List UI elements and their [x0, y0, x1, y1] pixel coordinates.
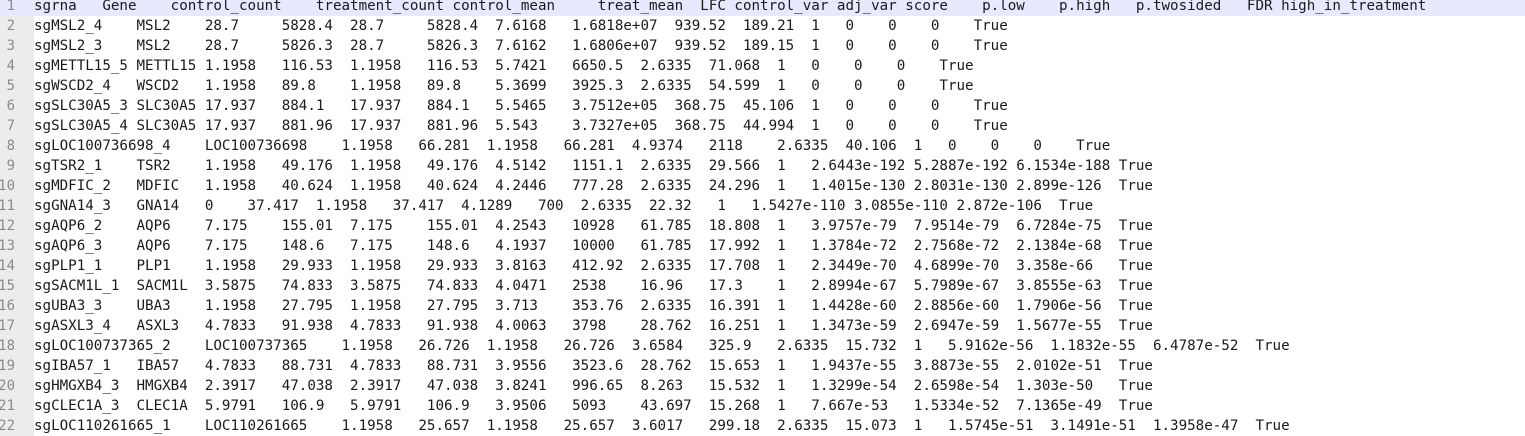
line-text[interactable]: sgMSL2_4 MSL2 28.7 5828.4 28.7 5828.4 7.… [34, 18, 1008, 34]
line-text[interactable]: sgGNA14_3 GNA14 0 37.417 1.1958 37.417 4… [34, 198, 1094, 214]
data-line[interactable]: 9 sgTSR2_1 TSR2 1.1958 49.176 1.1958 49.1… [0, 156, 1525, 176]
line-number: 12 [0, 218, 15, 234]
line-number: 22 [0, 418, 15, 434]
data-line[interactable]: 5 sgWSCD2_4 WSCD2 1.1958 89.8 1.1958 89.8… [0, 76, 1525, 96]
data-line[interactable]: 6 sgSLC30A5_3 SLC30A5 17.937 884.1 17.937… [0, 96, 1525, 116]
data-line[interactable]: 2 sgMSL2_4 MSL2 28.7 5828.4 28.7 5828.4 7… [0, 16, 1525, 36]
line-text[interactable]: sgrna Gene control_count treatment_count… [34, 0, 1427, 14]
line-number: 19 [0, 358, 15, 374]
data-line[interactable]: 12 sgAQP6_2 AQP6 7.175 155.01 7.175 155.0… [0, 216, 1525, 236]
line-number: 13 [0, 238, 15, 254]
line-number: 20 [0, 378, 15, 394]
data-line[interactable]: 11 sgGNA14_3 GNA14 0 37.417 1.1958 37.417… [0, 196, 1525, 216]
line-text[interactable]: sgMETTL15_5 METTL15 1.1958 116.53 1.1958… [34, 58, 974, 74]
line-number: 6 [6, 98, 15, 114]
line-text[interactable]: sgTSR2_1 TSR2 1.1958 49.176 1.1958 49.17… [34, 158, 1153, 174]
line-number: 3 [6, 38, 15, 54]
line-text[interactable]: sgASXL3_4 ASXL3 4.7833 91.938 4.7833 91.… [34, 318, 1153, 334]
line-number-gutter [0, 0, 34, 436]
line-text[interactable]: sgLOC110261665_1 LOC110261665 1.1958 25.… [34, 418, 1290, 434]
data-line[interactable]: 7 sgSLC30A5_4 SLC30A5 17.937 881.96 17.93… [0, 116, 1525, 136]
line-number: 10 [0, 178, 15, 194]
line-number: 16 [0, 298, 15, 314]
line-text[interactable]: sgMSL2_3 MSL2 28.7 5826.3 28.7 5826.3 7.… [34, 38, 1008, 54]
line-text[interactable]: sgIBA57_1 IBA57 4.7833 88.731 4.7833 88.… [34, 358, 1153, 374]
data-line[interactable]: 17 sgASXL3_4 ASXL3 4.7833 91.938 4.7833 9… [0, 316, 1525, 336]
line-text[interactable]: sgLOC100736698_4 LOC100736698 1.1958 66.… [34, 138, 1111, 154]
data-line[interactable]: 8 sgLOC100736698_4 LOC100736698 1.1958 66… [0, 136, 1525, 156]
line-number: 17 [0, 318, 15, 334]
data-line[interactable]: 15 sgSACM1L_1 SACM1L 3.5875 74.833 3.5875… [0, 276, 1525, 296]
line-number: 7 [6, 118, 15, 134]
line-number: 11 [0, 198, 15, 214]
line-number: 9 [6, 158, 15, 174]
line-number: 14 [0, 258, 15, 274]
line-text[interactable]: sgCLEC1A_3 CLEC1A 5.9791 106.9 5.9791 10… [34, 398, 1153, 414]
data-line[interactable]: 3 sgMSL2_3 MSL2 28.7 5826.3 28.7 5826.3 7… [0, 36, 1525, 56]
line-text[interactable]: sgAQP6_3 AQP6 7.175 148.6 7.175 148.6 4.… [34, 238, 1153, 254]
line-number: 1 [6, 0, 15, 14]
line-number: 8 [6, 138, 15, 154]
data-line[interactable]: 20 sgHMGXB4_3 HMGXB4 2.3917 47.038 2.3917… [0, 376, 1525, 396]
data-line[interactable]: 10 sgMDFIC_2 MDFIC 1.1958 40.624 1.1958 4… [0, 176, 1525, 196]
line-number: 5 [6, 78, 15, 94]
line-text[interactable]: sgSLC30A5_4 SLC30A5 17.937 881.96 17.937… [34, 118, 1008, 134]
line-number: 21 [0, 398, 15, 414]
line-text[interactable]: sgMDFIC_2 MDFIC 1.1958 40.624 1.1958 40.… [34, 178, 1153, 194]
data-line[interactable]: 22 sgLOC110261665_1 LOC110261665 1.1958 2… [0, 416, 1525, 436]
line-text[interactable]: sgSACM1L_1 SACM1L 3.5875 74.833 3.5875 7… [34, 278, 1153, 294]
line-text[interactable]: sgLOC100737365_2 LOC100737365 1.1958 26.… [34, 338, 1290, 354]
data-line[interactable]: 21 sgCLEC1A_3 CLEC1A 5.9791 106.9 5.9791 … [0, 396, 1525, 416]
line-text[interactable]: sgHMGXB4_3 HMGXB4 2.3917 47.038 2.3917 4… [34, 378, 1153, 394]
header-line[interactable]: 1 sgrna Gene control_count treatment_coun… [0, 0, 1525, 16]
data-line[interactable]: 14 sgPLP1_1 PLP1 1.1958 29.933 1.1958 29.… [0, 256, 1525, 276]
data-line[interactable]: 13 sgAQP6_3 AQP6 7.175 148.6 7.175 148.6 … [0, 236, 1525, 256]
line-text[interactable]: sgSLC30A5_3 SLC30A5 17.937 884.1 17.937 … [34, 98, 1008, 114]
line-number: 2 [6, 18, 15, 34]
line-number: 18 [0, 338, 15, 354]
data-line[interactable]: 4 sgMETTL15_5 METTL15 1.1958 116.53 1.195… [0, 56, 1525, 76]
data-line[interactable]: 16 sgUBA3_3 UBA3 1.1958 27.795 1.1958 27.… [0, 296, 1525, 316]
data-line[interactable]: 19 sgIBA57_1 IBA57 4.7833 88.731 4.7833 8… [0, 356, 1525, 376]
line-text[interactable]: sgAQP6_2 AQP6 7.175 155.01 7.175 155.01 … [34, 218, 1153, 234]
line-text[interactable]: sgWSCD2_4 WSCD2 1.1958 89.8 1.1958 89.8 … [34, 78, 974, 94]
line-text[interactable]: sgPLP1_1 PLP1 1.1958 29.933 1.1958 29.93… [34, 258, 1153, 274]
line-number: 15 [0, 278, 15, 294]
line-number: 4 [6, 58, 15, 74]
data-line[interactable]: 18 sgLOC100737365_2 LOC100737365 1.1958 2… [0, 336, 1525, 356]
line-text[interactable]: sgUBA3_3 UBA3 1.1958 27.795 1.1958 27.79… [34, 298, 1153, 314]
